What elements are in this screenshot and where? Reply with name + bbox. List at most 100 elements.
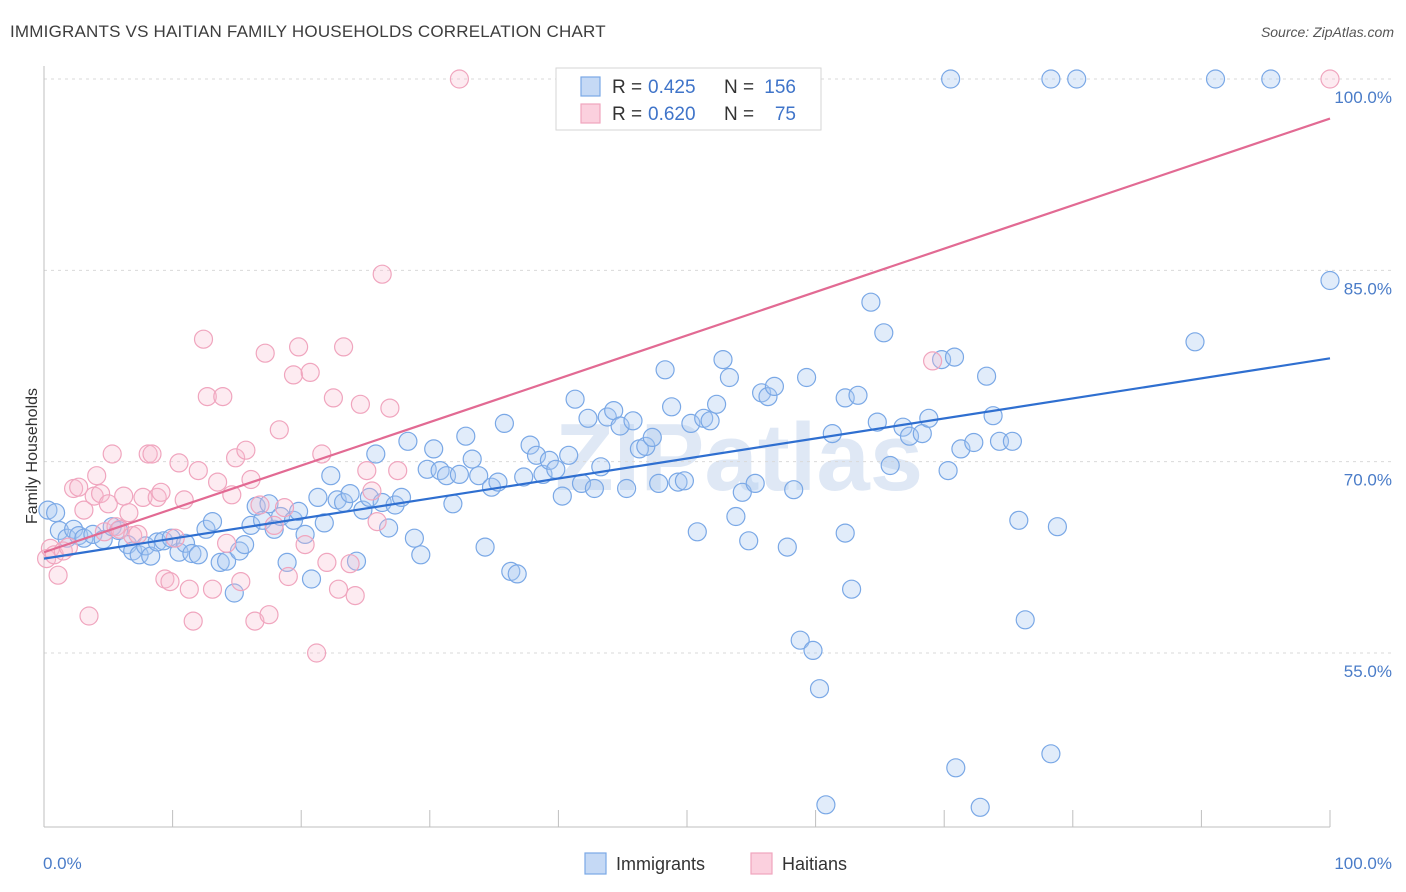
immigrants-point-125 — [861, 292, 881, 312]
haitians-point-60 — [317, 552, 337, 573]
immigrants-point-120 — [822, 424, 842, 444]
immigrants-point-7 — [83, 524, 103, 545]
y-tick-label-55: 55.0% — [1344, 662, 1392, 681]
immigrants-point-40 — [301, 569, 322, 589]
immigrants-point-113 — [777, 537, 797, 557]
haitians-point-37 — [202, 579, 223, 599]
axes — [43, 66, 1331, 828]
haitians-point-71 — [380, 398, 400, 418]
trend-line-immigrants — [43, 357, 1331, 560]
legend-label-haitians: Haitians — [782, 854, 847, 874]
haitians-point-74 — [922, 351, 943, 371]
haitians-point-55 — [289, 337, 309, 357]
immigrants-point-116 — [796, 367, 817, 388]
immigrants-point-104 — [713, 350, 733, 370]
y-axis-label: Family Households — [24, 388, 41, 524]
x-tick-labels: 0.0% 100.0% — [43, 854, 1392, 873]
immigrants-point-76 — [533, 464, 553, 484]
immigrants-point-135 — [944, 347, 965, 367]
immigrants-point-0 — [38, 500, 58, 520]
immigrants-point-119 — [816, 795, 836, 815]
haitians-point-69 — [367, 511, 387, 532]
haitians-point-15 — [102, 444, 122, 464]
immigrants-point-108 — [739, 531, 759, 551]
y-tick-label-85: 85.0% — [1344, 279, 1392, 298]
immigrants-point-25 — [210, 552, 230, 573]
immigrants-point-102 — [700, 411, 720, 431]
immigrants-point-127 — [874, 323, 894, 343]
trend-line-haitians — [43, 117, 1331, 554]
haitians-point-8 — [74, 500, 94, 520]
haitians-point-40 — [217, 533, 237, 553]
immigrants-point-98 — [674, 471, 695, 491]
x-tick-label-max: 100.0% — [1334, 854, 1392, 873]
haitians-point-18 — [114, 486, 134, 506]
haitians-point-58 — [307, 643, 327, 663]
haitians-point-61 — [323, 388, 343, 408]
stats-n-value-haitians: 75 — [775, 104, 796, 125]
immigrants-point-60 — [430, 461, 450, 481]
immigrants-point-99 — [681, 413, 701, 433]
haitians-point-14 — [98, 494, 118, 514]
trend-lines — [43, 117, 1331, 560]
immigrants-point-84 — [584, 478, 605, 499]
immigrants-point-15 — [141, 546, 161, 566]
immigrants-point-152 — [1261, 69, 1281, 89]
stats-r-value-haitians: 0.620 — [648, 104, 696, 125]
haitians-point-35 — [193, 329, 214, 349]
haitians-point-66 — [350, 394, 370, 414]
immigrants-point-136 — [946, 758, 966, 778]
immigrants-point-139 — [970, 797, 990, 817]
immigrants-point-112 — [764, 376, 785, 396]
haitians-point-38 — [208, 472, 228, 492]
legend-swatch-haitians — [750, 852, 773, 875]
immigrants-point-1 — [45, 503, 66, 523]
immigrants-point-151 — [1205, 69, 1226, 89]
immigrants-point-66 — [469, 466, 489, 486]
haitians-point-28 — [160, 571, 180, 592]
immigrants-point-115 — [790, 630, 810, 650]
haitians-point-34 — [188, 461, 208, 481]
stats-n-value-immigrants: 156 — [764, 77, 796, 98]
immigrants-point-56 — [404, 528, 424, 548]
immigrants-point-65 — [462, 449, 482, 469]
immigrants-point-36 — [277, 552, 297, 573]
stats-r-label-haitians: R = — [612, 104, 642, 125]
immigrants-point-138 — [964, 432, 984, 453]
stats-r-value-immigrants: 0.425 — [648, 77, 696, 98]
haitians-point-54 — [283, 365, 304, 385]
stats-n-label-immigrants: N = — [724, 77, 754, 98]
immigrants-point-147 — [1047, 517, 1068, 537]
y-tick-label-70: 70.0% — [1344, 471, 1392, 490]
immigrants-point-41 — [308, 487, 328, 507]
haitians-point-12 — [90, 484, 111, 504]
immigrants-point-109 — [745, 473, 765, 493]
immigrants-point-67 — [475, 537, 495, 557]
immigrants-point-43 — [321, 466, 341, 486]
haitians-point-27 — [155, 569, 175, 589]
haitians-point-30 — [169, 453, 189, 473]
immigrants-point-106 — [726, 506, 746, 527]
immigrants-point-70 — [494, 413, 514, 433]
immigrants-point-90 — [623, 411, 643, 431]
series-haitians — [36, 69, 1340, 663]
immigrants-point-79 — [552, 486, 572, 506]
immigrants-point-93 — [642, 427, 662, 447]
haitians-point-25 — [147, 487, 167, 507]
immigrants-point-95 — [655, 360, 675, 380]
stats-legend-swatch-immigrants — [580, 76, 601, 97]
immigrants-point-21 — [182, 543, 202, 564]
haitians-point-32 — [179, 579, 199, 599]
immigrants-point-145 — [1015, 610, 1035, 630]
haitians-point-26 — [151, 482, 171, 502]
haitians-point-7 — [69, 477, 89, 497]
bottom-legend: Immigrants Haitians — [584, 852, 847, 875]
haitians-point-22 — [133, 487, 153, 507]
stats-legend-swatch-haitians — [580, 103, 601, 124]
immigrants-point-57 — [411, 545, 431, 565]
immigrants-point-128 — [880, 455, 900, 476]
immigrants-point-78 — [546, 459, 566, 479]
haitians-point-73 — [449, 69, 469, 89]
immigrants-point-143 — [1002, 431, 1023, 451]
haitians-point-52 — [274, 498, 295, 518]
